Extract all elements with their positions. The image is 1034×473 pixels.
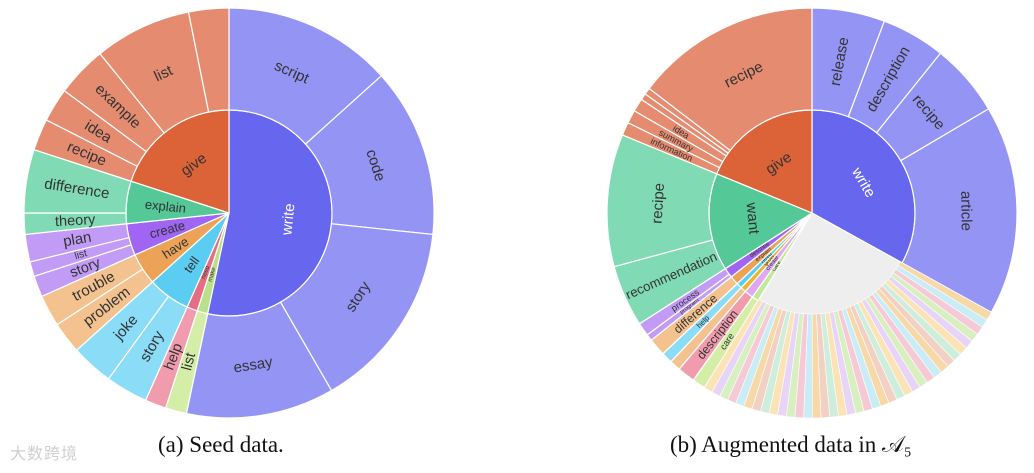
inner-label-explain: explain <box>144 197 187 216</box>
inner-label-care: care <box>771 259 783 273</box>
inner-label-need: need <box>201 265 211 280</box>
sunburst-augmented-data: release descriptionrecipearticlewritecare… <box>606 7 1018 419</box>
outer-slice-give-unlabeled-4 <box>187 7 230 113</box>
outer-label-essay-3: essay <box>232 354 274 377</box>
outer-slice-give-recipe-5 <box>648 7 813 152</box>
caption-seed-data: (a) Seed data. <box>158 432 284 457</box>
outer-label-recipe-1: recipe <box>649 182 669 224</box>
outer-label-theory-0: theory <box>55 212 97 230</box>
outer-label-list-3: list <box>152 62 177 86</box>
outer-slice-minor-37 <box>704 298 764 393</box>
watermark-logo: 大数跨境 <box>10 444 79 463</box>
outer-label-article-3: article <box>957 191 975 231</box>
inner-label-write: write <box>278 203 298 237</box>
sunburst-seed-data: scriptcodestoryessaywritelistmakehelpnee… <box>23 7 435 419</box>
outer-label-list-1: list <box>73 248 88 262</box>
outer-slice-write-story-2 <box>279 223 434 392</box>
outer-label-list-0: list <box>179 351 199 372</box>
outer-label-plan-2: plan <box>62 229 93 251</box>
caption-augmented-data: (b) Augmented data in 𝒜₅ <box>670 432 912 457</box>
outer-slice-write-article-3 <box>899 108 1018 314</box>
inner-label-make: make <box>208 266 218 282</box>
inner-label-want: want <box>743 201 763 236</box>
